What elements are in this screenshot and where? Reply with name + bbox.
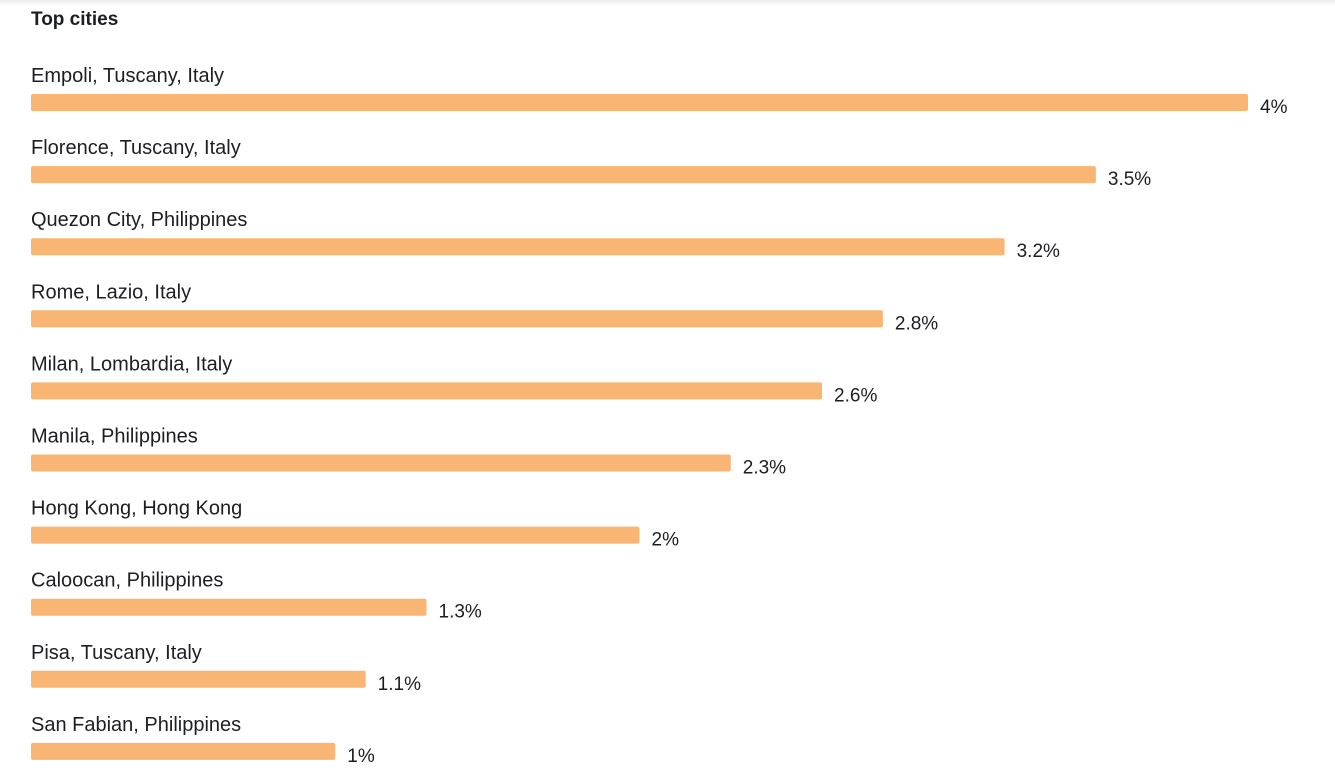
city-bar [31,526,640,544]
city-label: Empoli, Tuscany, Italy [31,65,224,87]
bar-value-label: 3.2% [1017,241,1060,262]
card-top-shadow [0,0,1335,6]
city-bar [31,310,883,328]
bar-value-label: 2.6% [834,385,877,406]
city-label: Caloocan, Philippines [31,570,223,592]
chart-title: Top cities [31,9,119,30]
city-bar [31,454,731,472]
bar-value-label: 2.8% [895,313,938,334]
city-bar [31,670,366,688]
city-bar [31,166,1096,184]
city-bar [31,382,823,400]
bar-value-label: 2.3% [743,458,786,479]
city-label: Florence, Tuscany, Italy [31,137,241,159]
bar-value-label: 3.5% [1108,169,1151,190]
city-label: Quezon City, Philippines [31,209,247,231]
bar-value-label: 1% [347,746,375,767]
city-label: Rome, Lazio, Italy [31,281,191,303]
city-bar [31,742,336,760]
bar-value-label: 2% [652,530,680,551]
city-bar [31,94,1248,111]
city-bar [31,598,427,616]
city-label: Milan, Lombardia, Italy [31,353,232,375]
city-label: Manila, Philippines [31,426,198,448]
bar-value-label: 1.1% [378,674,421,695]
bar-value-label: 1.3% [439,602,482,623]
city-label: Pisa, Tuscany, Italy [31,642,202,664]
city-bar [31,238,1005,256]
city-label: Hong Kong, Hong Kong [31,498,242,520]
city-label: San Fabian, Philippines [31,714,241,736]
bar-value-label: 4% [1260,97,1288,118]
